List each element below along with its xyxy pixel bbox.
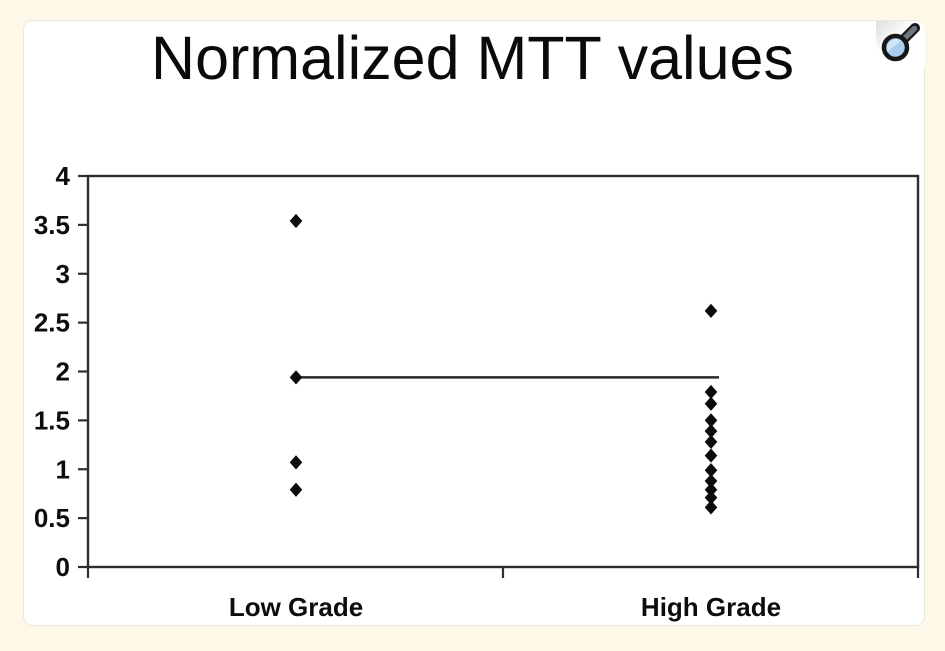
data-point-diamond [289, 213, 303, 229]
y-tick-label: 3 [56, 259, 70, 289]
data-point-diamond [704, 303, 718, 318]
data-point-diamond [704, 434, 718, 449]
y-tick-label: 3.5 [34, 210, 70, 240]
data-point-diamond [704, 448, 718, 463]
chart-panel [23, 20, 925, 626]
data-point-diamond [289, 455, 303, 470]
y-tick-label: 4 [56, 161, 71, 191]
category-label: High Grade [641, 592, 781, 622]
data-point-diamond [289, 370, 303, 385]
data-point-diamond [704, 463, 718, 478]
data-point-diamond [289, 482, 303, 497]
magnifier-icon [881, 23, 920, 62]
y-tick-label: 0 [56, 552, 70, 582]
zoom-button[interactable] [876, 21, 925, 67]
data-point-diamond [704, 384, 718, 400]
data-point-diamond [704, 424, 718, 439]
y-tick-label: 1 [56, 454, 70, 484]
data-point-diamond [704, 482, 718, 497]
y-tick-label: 2 [56, 357, 70, 387]
plot-frame [86, 174, 920, 569]
y-tick-label: 2.5 [34, 308, 70, 338]
data-point-diamond [704, 500, 718, 515]
data-point-diamond [704, 490, 718, 505]
y-tick-label: 1.5 [34, 405, 70, 435]
data-point-diamond [704, 473, 718, 489]
data-point-diamond [704, 413, 718, 428]
chart-title: Normalized MTT values [151, 24, 794, 92]
category-label: Low Grade [229, 592, 363, 622]
data-point-diamond [704, 396, 718, 411]
y-tick-label: 0.5 [34, 503, 70, 533]
